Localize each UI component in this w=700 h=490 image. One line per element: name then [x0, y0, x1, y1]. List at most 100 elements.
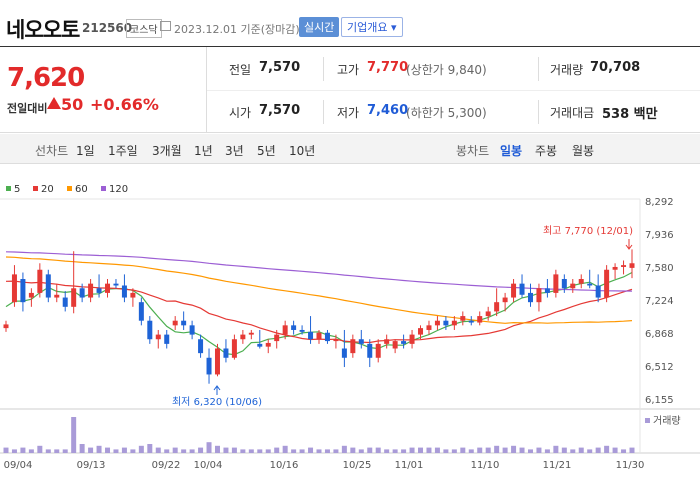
range-10y[interactable]: 10년 [289, 144, 316, 158]
open-value: 7,570 [259, 103, 301, 118]
candle-body [147, 320, 153, 340]
volume-bar [485, 447, 491, 453]
range-5y[interactable]: 5년 [257, 144, 276, 158]
x-tick-label: 11/30 [616, 460, 645, 471]
volume-value: 70,708 [590, 60, 641, 75]
y-tick-label: 7,936 [645, 230, 674, 241]
volume-bar [198, 447, 204, 453]
legend-swatch [6, 186, 11, 191]
volume-bar [384, 449, 390, 453]
prev-close-value: 7,570 [259, 60, 301, 75]
candle-body [20, 279, 26, 303]
upper-limit: (상한가 9,840) [406, 63, 487, 77]
candle-body [257, 343, 263, 347]
candle-body [206, 357, 212, 375]
candle-body [621, 265, 627, 267]
candle-body [138, 302, 144, 321]
volume-bar [409, 447, 415, 453]
candle-body [434, 320, 440, 326]
volume-bar [28, 449, 34, 453]
high-value: 7,770 [367, 60, 409, 75]
volume-bar [214, 445, 220, 453]
divider [538, 57, 539, 81]
volume-bar [96, 445, 102, 453]
volume-bar [105, 447, 111, 453]
candle-body [62, 297, 68, 307]
candle-weekly[interactable]: 주봉 [535, 144, 558, 158]
realtime-button[interactable]: 실시간 [299, 17, 340, 37]
volume-bar [121, 447, 127, 453]
candle-body [198, 339, 204, 354]
legend-swatch [33, 186, 38, 191]
candle-body [570, 283, 576, 289]
volume-label: 거래량 [550, 63, 584, 77]
range-1y[interactable]: 1년 [194, 144, 213, 158]
candle-body [384, 339, 390, 344]
x-tick-label: 09/22 [152, 460, 181, 471]
volume-bar [248, 449, 254, 453]
candlestick-chart: 5 20 60 120 8,292 7,936 7,580 7,224 6,868 6,512 6,… [0, 184, 700, 471]
candle-body [418, 328, 424, 335]
x-tick-label: 11/01 [395, 460, 424, 471]
legend-label: 60 [75, 184, 88, 195]
amount-label: 거래대금 [550, 106, 595, 120]
candle-body [214, 348, 220, 375]
volume-bar [612, 447, 618, 453]
x-tick-label: 10/04 [194, 460, 223, 471]
low-annotation: 최저 6,320 (10/06) [172, 396, 262, 408]
prev-close-label: 전일 [229, 63, 252, 77]
candle-daily[interactable]: 일봉 [500, 144, 523, 158]
range-3y[interactable]: 3년 [225, 144, 244, 158]
y-tick-label: 6,868 [645, 329, 674, 340]
low-arrow-icon [213, 385, 221, 391]
volume-bar [561, 447, 567, 453]
volume-bar [587, 449, 593, 453]
candle-body [299, 329, 305, 332]
volume-bar [308, 447, 314, 453]
candle-body [248, 332, 254, 335]
x-tick-label: 10/25 [343, 460, 372, 471]
divider [323, 57, 324, 81]
volume-bar [45, 449, 51, 453]
candle-body [587, 283, 593, 286]
candle-body [189, 325, 195, 335]
volume-legend-swatch [645, 418, 650, 423]
header-divider [0, 46, 700, 47]
candle-body [231, 339, 237, 358]
range-1w[interactable]: 1주일 [108, 144, 138, 158]
range-1d[interactable]: 1일 [76, 144, 95, 158]
current-price: 7,620 [7, 63, 85, 93]
company-overview-button[interactable]: 기업개요 ▾ [341, 17, 403, 37]
volume-bar [358, 449, 364, 453]
volume-bar [189, 449, 195, 453]
divider [323, 100, 324, 124]
volume-bar [350, 447, 356, 453]
candle-body [3, 324, 9, 329]
amount-value: 538 백만 [602, 107, 658, 122]
volume-bar [418, 447, 424, 453]
candle-body [155, 334, 161, 340]
high-arrow-icon [625, 244, 633, 250]
volume-bar [223, 447, 229, 453]
candle-body [105, 283, 111, 293]
candle-body [350, 339, 356, 354]
range-3m[interactable]: 3개월 [152, 144, 182, 158]
volume-bar [502, 447, 508, 453]
volume-bar [324, 449, 330, 453]
volume-bar [367, 447, 373, 453]
volume-bar [274, 447, 280, 453]
candle-body [409, 334, 415, 344]
candle-body [578, 279, 584, 284]
volume-bar [511, 445, 517, 453]
x-tick-label: 09/04 [4, 460, 33, 471]
y-tick-label: 6,155 [645, 395, 674, 406]
divider [538, 100, 539, 124]
divider [206, 47, 207, 133]
candle-monthly[interactable]: 월봉 [572, 144, 595, 158]
candle-body [172, 320, 178, 326]
y-tick-label: 6,512 [645, 362, 674, 373]
base-date: 2023.12.01 기준(장마감) [174, 23, 300, 36]
candle-body [604, 269, 610, 298]
volume-bar [113, 449, 119, 453]
candle-body [485, 311, 491, 317]
